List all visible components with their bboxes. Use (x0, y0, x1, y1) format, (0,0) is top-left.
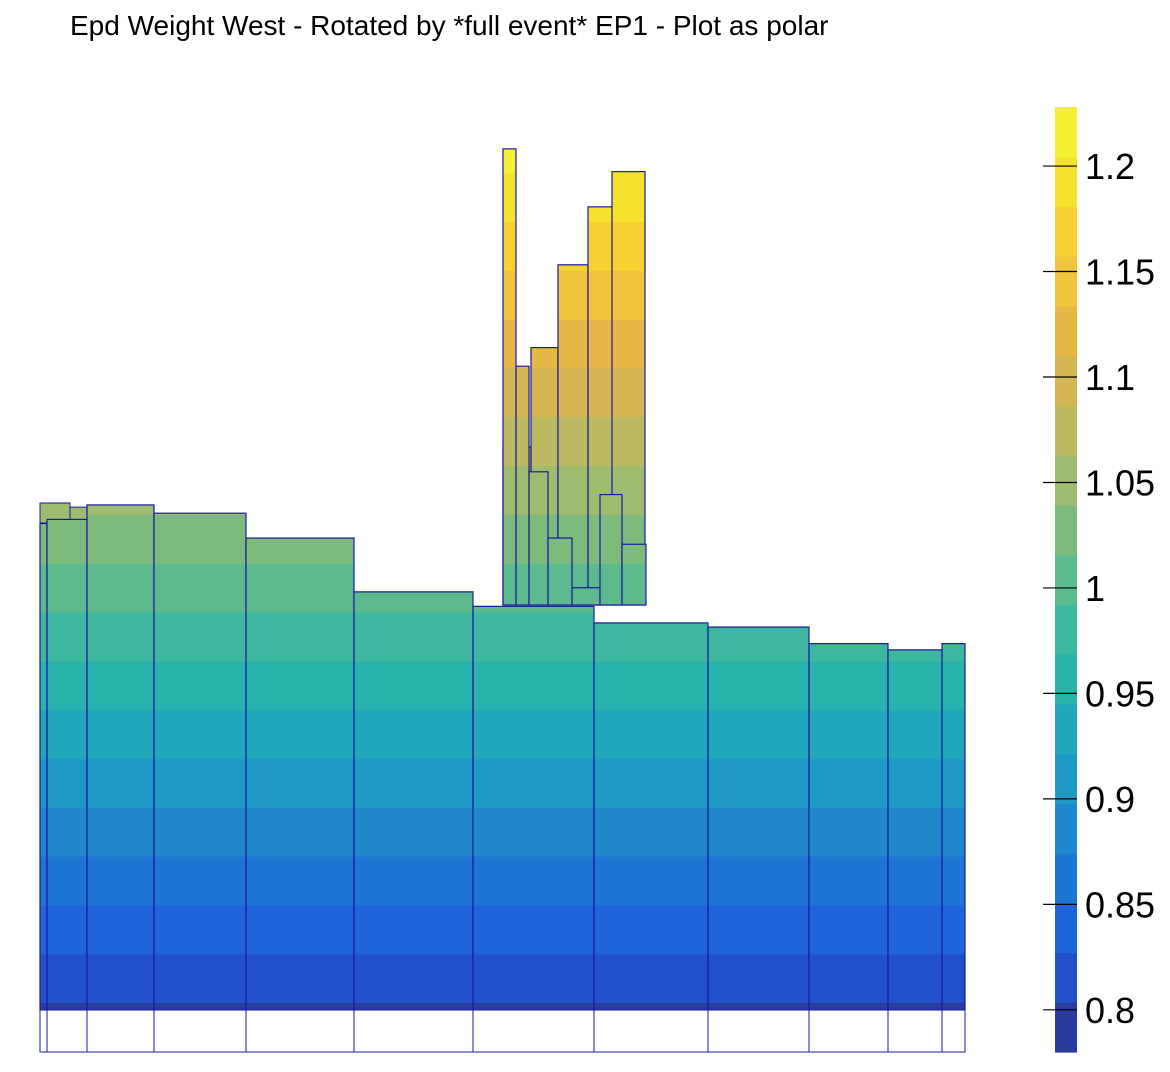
base-outline-layer (39, 1009, 966, 1053)
peak-blocks-layer (502, 148, 647, 606)
colorbar-segment-2 (1055, 952, 1077, 1003)
base-cell-7 (472, 1009, 595, 1053)
colorbar-segment-4 (1055, 853, 1077, 904)
base-cell-2 (46, 1009, 88, 1053)
front-column-1 (39, 522, 48, 1011)
base-cell-4 (153, 1009, 247, 1053)
base-cell-8 (593, 1009, 709, 1053)
front-column-10 (808, 643, 889, 1011)
colorbar-segment-19 (1055, 107, 1077, 158)
front-column-7 (472, 605, 595, 1011)
colorbar-tick-label-6: 1.05 (1085, 462, 1155, 503)
colorbar-tick-label-3: 0.9 (1085, 779, 1135, 820)
colorbar-segment-9 (1055, 604, 1077, 655)
peak-block-10 (571, 587, 601, 606)
colorbar-segment-8 (1055, 654, 1077, 705)
peak-block-6 (502, 148, 517, 606)
colorbar-segment-14 (1055, 355, 1077, 407)
peak-block-11 (599, 493, 623, 606)
chart-title: Epd Weight West - Rotated by *full event… (70, 10, 829, 41)
front-column-3 (86, 504, 155, 1011)
base-cell-10 (808, 1009, 889, 1053)
base-cell-11 (887, 1009, 943, 1053)
front-column-4 (153, 512, 247, 1011)
colorbar-segment-5 (1055, 803, 1077, 854)
front-column-6 (353, 591, 474, 1011)
colorbar-tick-label-7: 1.1 (1085, 357, 1135, 398)
colorbar-tick-label-9: 1.2 (1085, 146, 1135, 187)
front-columns-layer (39, 504, 966, 1011)
colorbar-segment-7 (1055, 703, 1077, 755)
front-column-12 (941, 643, 966, 1011)
colorbar-tick-label-4: 0.95 (1085, 673, 1155, 714)
base-cell-12 (941, 1009, 966, 1053)
base-cell-1 (39, 1009, 48, 1053)
front-column-9 (707, 626, 810, 1011)
peak-block-12 (621, 543, 647, 606)
front-column-2 (46, 518, 88, 1011)
colorbar-segment-6 (1055, 753, 1077, 804)
front-column-8 (593, 622, 709, 1011)
colorbar-tick-label-1: 0.8 (1085, 990, 1135, 1031)
colorbar-segment-12 (1055, 455, 1077, 506)
peak-block-9 (547, 537, 573, 606)
front-column-5 (245, 537, 355, 1011)
colorbar-tick-label-2: 0.85 (1085, 884, 1155, 925)
colorbar-segment-13 (1055, 405, 1077, 456)
base-cell-6 (353, 1009, 474, 1053)
base-cell-5 (245, 1009, 355, 1053)
colorbar-segment-1 (1055, 1002, 1077, 1053)
peak-block-8 (528, 471, 549, 606)
base-cell-9 (707, 1009, 810, 1053)
colorbar-segment-16 (1055, 256, 1077, 307)
peak-block-7 (515, 365, 530, 606)
color-scale-axis: 0.8 0.85 0.9 0.95 1 1.05 1.1 1.15 1.2 (1043, 146, 1155, 1031)
colorbar-tick-label-8: 1.15 (1085, 252, 1155, 293)
base-cell-3 (86, 1009, 155, 1053)
colorbar-segment-11 (1055, 504, 1077, 556)
colorbar-tick-label-5: 1 (1085, 568, 1105, 609)
colorbar-segment-3 (1055, 902, 1077, 954)
colorbar-segment-17 (1055, 206, 1077, 257)
front-column-11 (887, 649, 943, 1011)
colorbar-segment-18 (1055, 156, 1077, 208)
colorbar-segment-10 (1055, 554, 1077, 605)
color-scale-bar (1055, 107, 1077, 1053)
colorbar-segment-15 (1055, 305, 1077, 357)
